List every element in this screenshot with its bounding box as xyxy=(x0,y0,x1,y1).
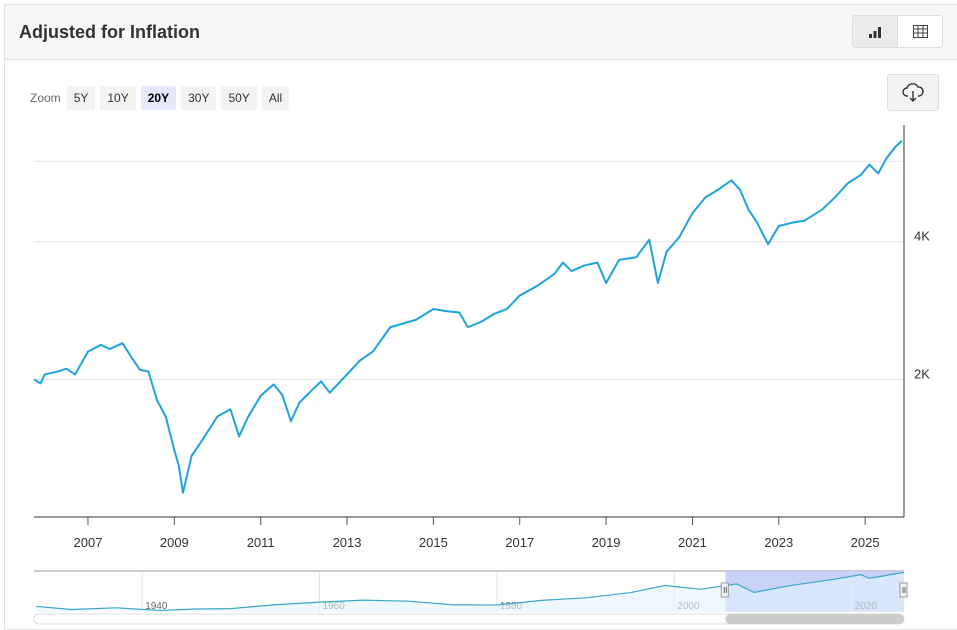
x-tick-label: 2017 xyxy=(505,535,534,550)
x-tick-label: 2013 xyxy=(333,535,362,550)
x-tick-label: 2023 xyxy=(764,535,793,550)
cloud-download-icon xyxy=(902,82,924,102)
zoom-all-button[interactable]: All xyxy=(261,86,290,110)
x-tick-label: 2011 xyxy=(247,535,275,550)
x-tick-label: 2007 xyxy=(74,535,103,550)
zoom-selector: Zoom 5Y 10Y 20Y 30Y 50Y All xyxy=(30,86,294,110)
navigator-area xyxy=(35,572,905,612)
table-icon xyxy=(912,25,928,38)
navigator-handle-right[interactable] xyxy=(899,582,908,598)
zoom-10y-button[interactable]: 10Y xyxy=(100,86,136,110)
zoom-5y-button[interactable]: 5Y xyxy=(66,86,96,110)
y-tick-label: 2K xyxy=(914,366,930,381)
chart-view-button[interactable] xyxy=(853,16,898,47)
y-tick-label: 4K xyxy=(914,229,930,244)
download-button[interactable] xyxy=(887,74,939,111)
x-tick-label: 2021 xyxy=(678,535,707,550)
zoom-label: Zoom xyxy=(30,91,61,105)
navigator-line xyxy=(35,571,905,612)
table-view-button[interactable] xyxy=(898,16,942,47)
bar-chart-icon xyxy=(869,26,881,38)
card-header: Adjusted for Inflation xyxy=(5,5,957,60)
page-title: Adjusted for Inflation xyxy=(19,22,200,42)
series-line xyxy=(33,140,903,494)
view-toggle xyxy=(852,15,943,48)
zoom-20y-button[interactable]: 20Y xyxy=(140,86,177,110)
navigator-tick-label: 1940 xyxy=(145,601,168,612)
zoom-50y-button[interactable]: 50Y xyxy=(221,86,257,110)
x-tick-label: 2025 xyxy=(851,535,880,550)
navigator-handle-left[interactable] xyxy=(720,582,729,598)
x-tick-label: 2019 xyxy=(592,535,621,550)
zoom-30y-button[interactable]: 30Y xyxy=(181,86,217,110)
scrollbar-thumb[interactable] xyxy=(725,614,904,624)
x-tick-label: 2015 xyxy=(419,535,448,550)
x-tick-label: 2009 xyxy=(160,535,189,550)
